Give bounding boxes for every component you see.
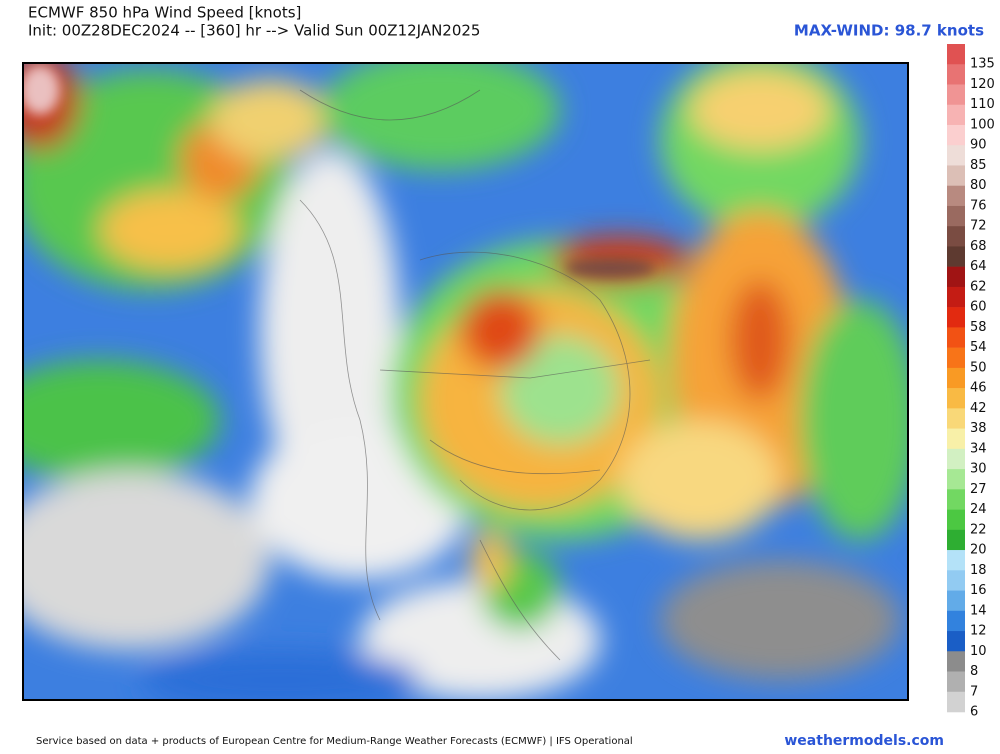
colorbar-label: 80 bbox=[970, 178, 987, 193]
color-swatch bbox=[947, 671, 965, 693]
color-swatch bbox=[947, 428, 965, 450]
colorbar-label: 46 bbox=[970, 381, 987, 396]
colorbar-label: 58 bbox=[970, 320, 987, 335]
color-swatch bbox=[947, 145, 965, 166]
color-swatch bbox=[947, 84, 965, 106]
color-swatch bbox=[947, 570, 965, 591]
color-swatch bbox=[947, 226, 965, 247]
color-swatch bbox=[947, 327, 965, 348]
credit: Service based on data + products of Euro… bbox=[36, 736, 633, 747]
colorbar-label: 16 bbox=[970, 583, 987, 598]
color-swatch bbox=[947, 448, 965, 470]
color-swatch bbox=[947, 64, 965, 85]
colorbar-label: 120 bbox=[970, 77, 995, 92]
colorbar-label: 12 bbox=[970, 624, 987, 639]
colorbar-label: 64 bbox=[970, 259, 987, 274]
color-swatch bbox=[947, 509, 965, 531]
color-swatch bbox=[947, 266, 965, 288]
color-swatch bbox=[947, 347, 965, 369]
colorbar-label: 42 bbox=[970, 401, 987, 416]
subtitle: Init: 00Z28DEC2024 -- [360] hr --> Valid… bbox=[28, 22, 480, 40]
color-swatch bbox=[947, 286, 965, 308]
colorbar-label: 68 bbox=[970, 239, 987, 254]
colorbar-label: 60 bbox=[970, 300, 987, 315]
color-swatch bbox=[947, 124, 965, 146]
color-swatch bbox=[947, 185, 965, 207]
color-swatch bbox=[947, 651, 965, 672]
title: ECMWF 850 hPa Wind Speed [knots] bbox=[28, 4, 301, 22]
color-swatch bbox=[947, 550, 965, 571]
color-swatch bbox=[947, 246, 965, 267]
color-swatch bbox=[947, 367, 965, 389]
color-swatch bbox=[947, 104, 965, 126]
colorbar-label: 54 bbox=[970, 340, 987, 355]
colorbar-label: 22 bbox=[970, 522, 987, 537]
colorbar-label: 34 bbox=[970, 441, 987, 456]
site: weathermodels.com bbox=[784, 733, 944, 749]
colorbar-label: 50 bbox=[970, 360, 987, 375]
colorbar-label: 110 bbox=[970, 97, 995, 112]
color-swatch bbox=[947, 489, 965, 510]
colorbar-label: 76 bbox=[970, 198, 987, 213]
color-swatch bbox=[947, 590, 965, 612]
colorbar-label: 72 bbox=[970, 219, 987, 234]
colorbar-label: 62 bbox=[970, 279, 987, 294]
max-wind: MAX-WIND: 98.7 knots bbox=[794, 22, 984, 40]
colorbar-label: 6 bbox=[970, 705, 978, 720]
colorbar-label: 85 bbox=[970, 158, 987, 173]
color-swatch bbox=[947, 165, 965, 186]
color-swatch bbox=[947, 469, 965, 490]
color-swatch bbox=[947, 610, 965, 632]
wind-map bbox=[23, 63, 908, 700]
color-swatch bbox=[947, 307, 965, 328]
colorbar-label: 24 bbox=[970, 502, 987, 517]
colorbar-label: 7 bbox=[970, 684, 978, 699]
color-swatch bbox=[947, 408, 965, 429]
color-swatch bbox=[947, 631, 965, 652]
colorbar-label: 18 bbox=[970, 563, 987, 578]
colorbar-label: 27 bbox=[970, 482, 987, 497]
colorbar-label: 8 bbox=[970, 664, 978, 679]
color-swatch bbox=[947, 388, 965, 409]
colorbar: 1351201101009085807672686462605854504642… bbox=[947, 44, 995, 720]
color-swatch bbox=[947, 691, 965, 713]
colorbar-label: 10 bbox=[970, 644, 987, 659]
colorbar-label: 135 bbox=[970, 57, 995, 72]
colorbar-label: 14 bbox=[970, 603, 987, 618]
colorbar-label: 100 bbox=[970, 117, 995, 132]
color-swatch bbox=[947, 205, 965, 227]
color-swatch bbox=[947, 529, 965, 551]
colorbar-label: 20 bbox=[970, 543, 987, 558]
colorbar-label: 38 bbox=[970, 421, 987, 436]
color-swatch bbox=[947, 44, 965, 65]
colorbar-label: 90 bbox=[970, 138, 987, 153]
map-frame bbox=[22, 62, 909, 701]
colorbar-label: 30 bbox=[970, 462, 987, 477]
